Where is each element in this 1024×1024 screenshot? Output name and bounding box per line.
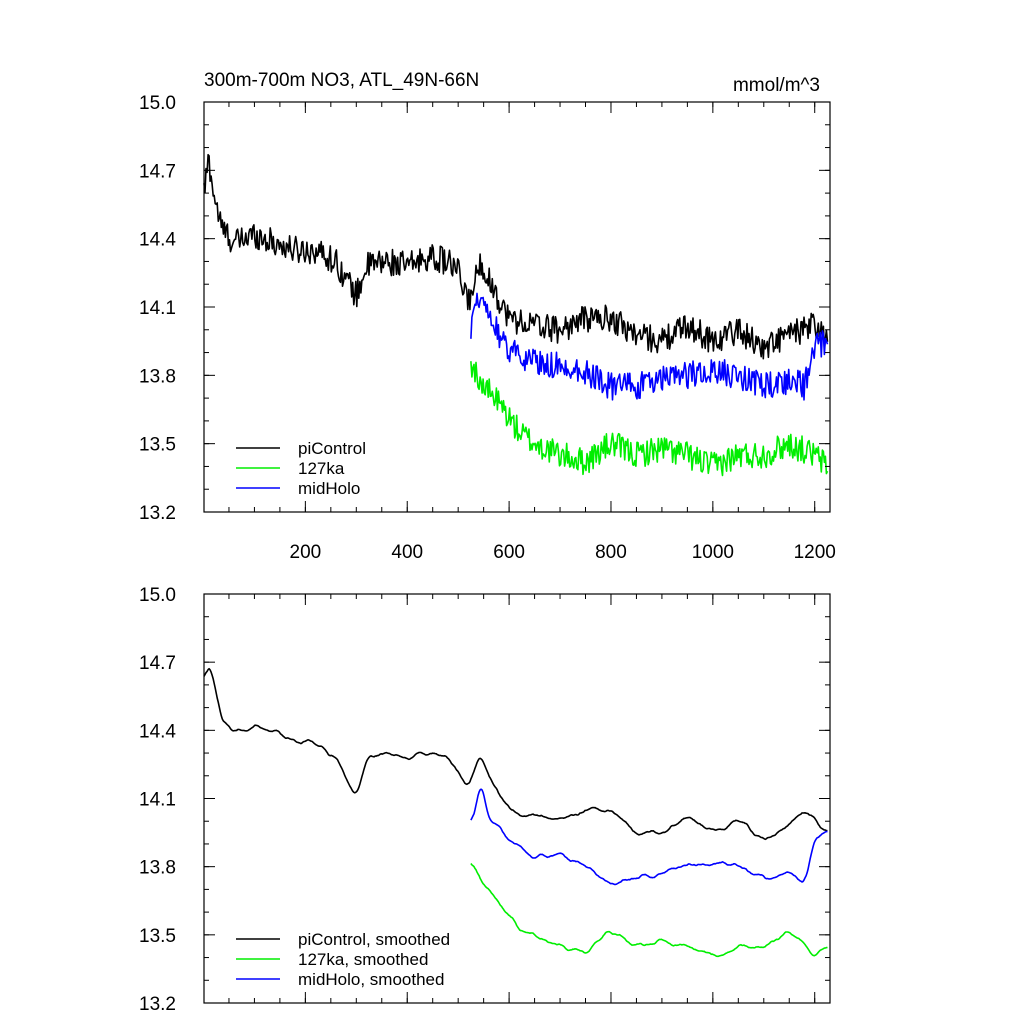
- y-tick-label: 13.5: [139, 435, 176, 456]
- y-tick-label: 14.7: [139, 653, 176, 674]
- legend-label: piControl, smoothed: [298, 930, 450, 949]
- series-line-picontrol: [203, 153, 829, 360]
- units-label: mmol/m^3: [733, 75, 820, 96]
- x-tick-label: 600: [493, 542, 525, 563]
- legend-label: piControl: [298, 439, 366, 458]
- legend-label: midHolo: [298, 479, 360, 498]
- y-tick-label: 13.8: [139, 858, 176, 879]
- y-tick-label: 14.4: [139, 721, 176, 742]
- y-tick-label: 15.0: [139, 93, 176, 114]
- series-line-127ka: [470, 361, 829, 477]
- x-tick-label: 200: [290, 542, 322, 563]
- chart-title: 300m-700m NO3, ATL_49N-66N: [204, 70, 479, 91]
- x-tick-label: 800: [595, 542, 627, 563]
- legend-label: 127ka: [298, 459, 345, 478]
- x-tick-label: 400: [391, 542, 423, 563]
- y-tick-label: 13.5: [139, 926, 176, 947]
- y-tick-label: 14.1: [139, 298, 176, 319]
- series-line-picontrol-smoothed: [203, 667, 828, 841]
- y-tick-label: 14.1: [139, 790, 176, 811]
- y-tick-label: 13.8: [139, 366, 176, 387]
- x-tick-label: 1200: [794, 542, 836, 563]
- y-tick-label: 14.7: [139, 161, 176, 182]
- x-tick-label: 1000: [692, 542, 734, 563]
- y-tick-label: 13.2: [139, 503, 176, 524]
- series-line-midholo: [470, 292, 829, 401]
- series-line-midholo-smoothed: [470, 788, 828, 886]
- y-tick-label: 14.4: [139, 230, 176, 251]
- series-line-127ka-smoothed: [470, 863, 828, 958]
- y-tick-label: 15.0: [139, 585, 176, 606]
- legend-label: 127ka, smoothed: [298, 950, 428, 969]
- legend-label: midHolo, smoothed: [298, 970, 444, 989]
- y-tick-label: 13.2: [139, 994, 176, 1015]
